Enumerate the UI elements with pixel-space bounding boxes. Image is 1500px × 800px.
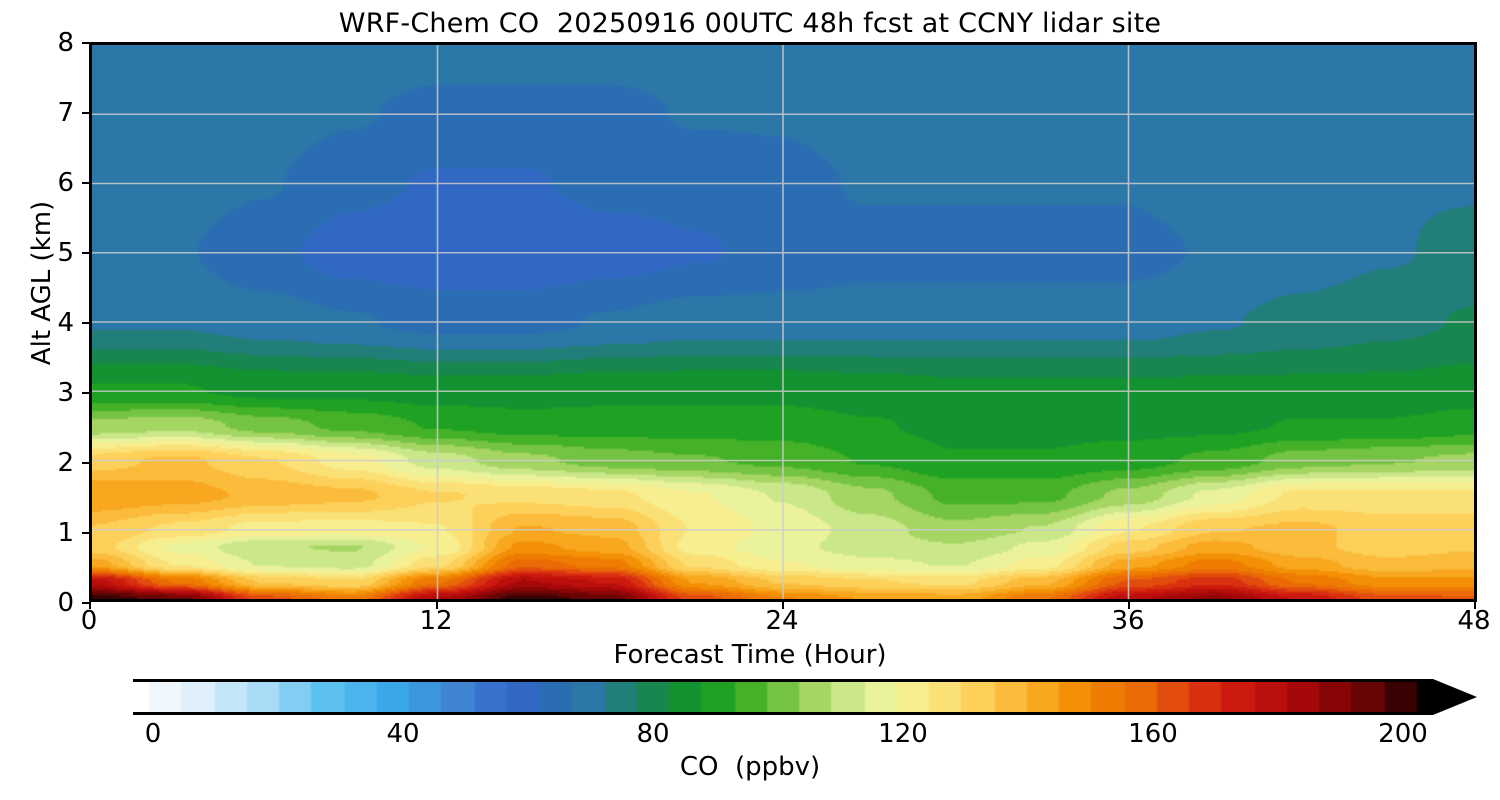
x-tick-label: 12 xyxy=(419,606,453,636)
y-tick-label: 3 xyxy=(57,378,74,408)
colorbar-tick-label: 120 xyxy=(878,719,928,749)
y-tick-label: 8 xyxy=(57,28,74,58)
y-axis-label: Alt AGL (km) xyxy=(27,200,57,366)
y-tick-mark xyxy=(82,112,89,114)
y-tick-mark xyxy=(82,392,89,394)
x-tick-label: 24 xyxy=(765,606,799,636)
y-tick-mark xyxy=(82,602,89,604)
y-tick-mark xyxy=(82,462,89,464)
x-tick-label: 36 xyxy=(1111,606,1145,636)
y-tick-label: 4 xyxy=(57,308,74,338)
y-tick-mark xyxy=(82,182,89,184)
colorbar-under-arrow xyxy=(89,679,133,715)
colorbar-tick-label: 40 xyxy=(386,719,420,749)
x-tick-label: 0 xyxy=(80,606,98,636)
y-tick-mark xyxy=(82,42,89,44)
contour-plot-area xyxy=(89,42,1477,602)
colorbar-gradient xyxy=(133,682,1433,712)
y-tick-label: 2 xyxy=(57,448,74,478)
y-tick-label: 1 xyxy=(57,518,74,548)
y-tick-label: 6 xyxy=(57,168,74,198)
y-tick-label: 0 xyxy=(57,588,74,618)
x-tick-mark xyxy=(89,602,91,609)
figure-title: WRF-Chem CO 20250916 00UTC 48h fcst at C… xyxy=(338,8,1162,39)
y-tick-label: 5 xyxy=(57,238,74,268)
co-contour-field xyxy=(92,45,1474,599)
y-tick-mark xyxy=(82,252,89,254)
colorbar-tick-label: 0 xyxy=(144,719,162,749)
colorbar-bar xyxy=(133,679,1433,715)
x-tick-label: 48 xyxy=(1457,606,1491,636)
y-tick-mark xyxy=(82,532,89,534)
colorbar-tick-label: 200 xyxy=(1378,719,1428,749)
colorbar-tick-label: 160 xyxy=(1128,719,1178,749)
colorbar xyxy=(89,679,1477,715)
y-tick-label: 7 xyxy=(57,98,74,128)
x-axis-label: Forecast Time (Hour) xyxy=(613,640,887,670)
colorbar-tick-label: 80 xyxy=(636,719,670,749)
y-tick-mark xyxy=(82,322,89,324)
colorbar-over-arrow xyxy=(1433,679,1477,715)
x-tick-mark xyxy=(1474,602,1476,609)
x-tick-mark xyxy=(1128,602,1130,609)
colorbar-label: CO (ppbv) xyxy=(679,752,821,782)
x-tick-mark xyxy=(436,602,438,609)
x-tick-mark xyxy=(782,602,784,609)
